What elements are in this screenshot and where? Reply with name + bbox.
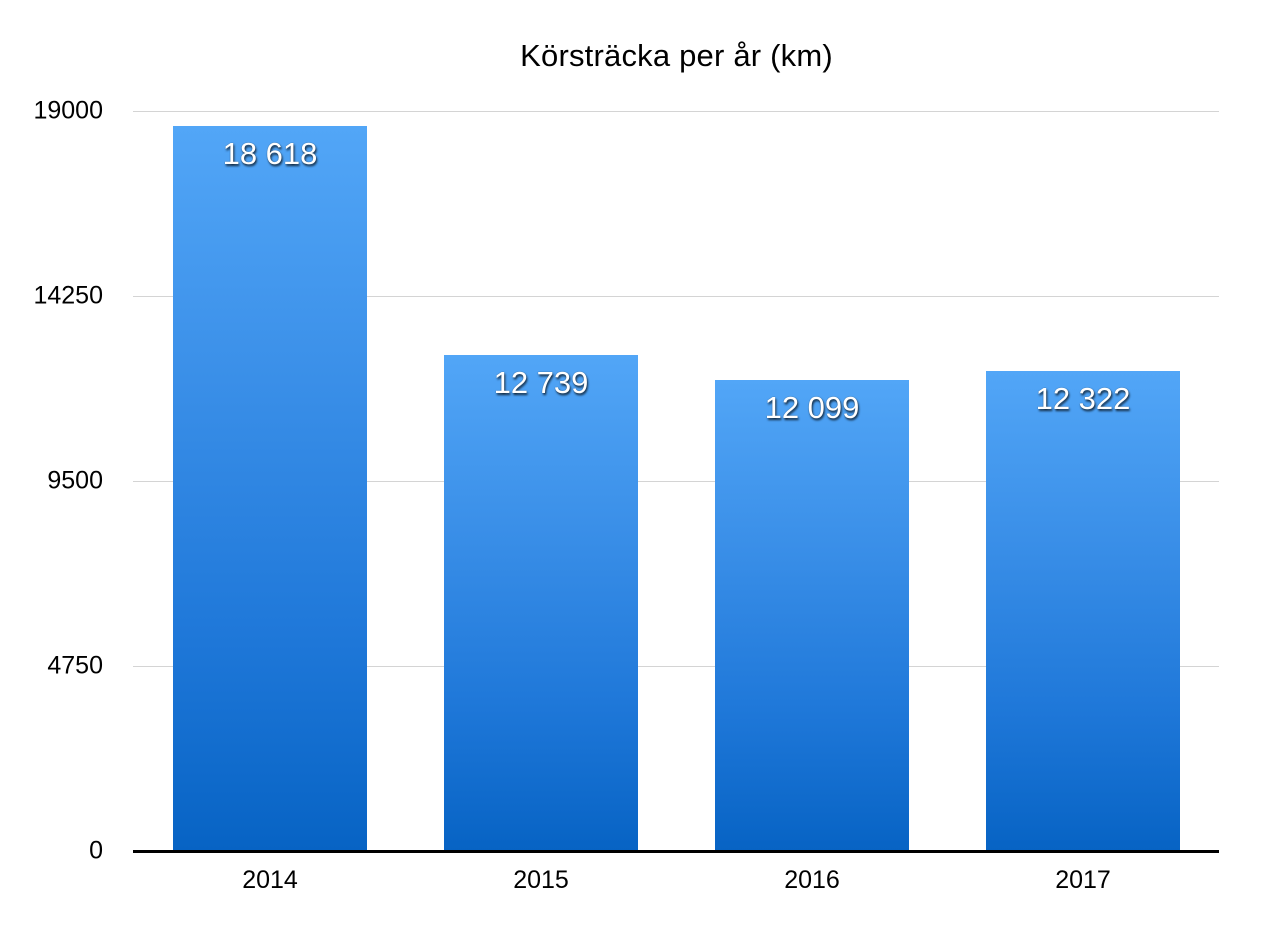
bar-value-label: 12 099 bbox=[764, 389, 860, 425]
x-tick-label: 2017 bbox=[1055, 866, 1111, 894]
bar-2015: 12 739 bbox=[444, 354, 638, 851]
gridline bbox=[133, 111, 1219, 112]
x-axis: 2014 2015 2016 2017 bbox=[133, 851, 1219, 911]
bar-value-label: 18 618 bbox=[222, 135, 318, 171]
y-tick-label: 0 bbox=[89, 836, 103, 865]
y-tick-label: 19000 bbox=[33, 96, 103, 125]
x-tick-label: 2016 bbox=[784, 866, 840, 894]
bar-2014: 18 618 bbox=[173, 125, 367, 851]
y-tick-label: 9500 bbox=[47, 466, 103, 495]
bar-value-label: 12 739 bbox=[493, 364, 589, 400]
y-tick-label: 14250 bbox=[33, 281, 103, 310]
x-tick-label: 2015 bbox=[513, 866, 569, 894]
gridline bbox=[133, 296, 1219, 297]
x-axis-line bbox=[133, 850, 1219, 853]
bar-value-label: 12 322 bbox=[1035, 381, 1131, 417]
x-tick-label: 2014 bbox=[242, 866, 298, 894]
gridline bbox=[133, 481, 1219, 482]
bar-2016: 12 099 bbox=[715, 379, 909, 851]
chart-title: Körsträcka per år (km) bbox=[520, 38, 833, 73]
plot-area: 0 4750 9500 14250 19000 18 618 12 739 12 099 12 … bbox=[33, 97, 1219, 865]
gridline bbox=[133, 666, 1219, 667]
y-tick-label: 4750 bbox=[47, 651, 103, 680]
bar-2017: 12 322 bbox=[986, 371, 1180, 851]
